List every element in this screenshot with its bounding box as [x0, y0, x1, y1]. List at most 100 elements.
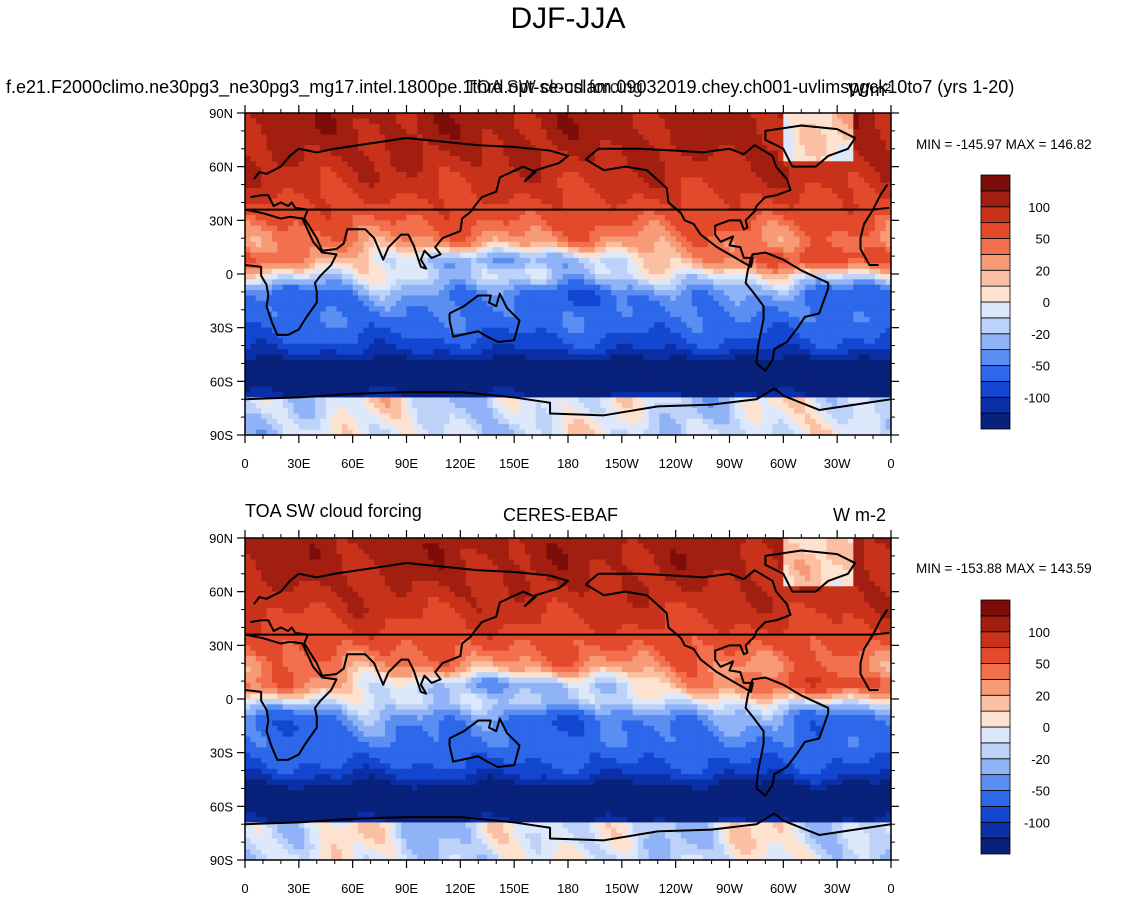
field-cell: [810, 182, 817, 189]
field-cell: [659, 327, 666, 334]
field-cell: [363, 290, 370, 297]
field-cell: [562, 279, 569, 286]
field-cell: [557, 263, 564, 270]
top-units: W/m²: [848, 80, 891, 100]
field-cell: [702, 231, 709, 238]
field-cell: [729, 177, 736, 184]
field-cell: [826, 209, 833, 216]
field-cell: [519, 257, 526, 264]
field-cell: [498, 220, 504, 227]
field-cell: [255, 306, 262, 313]
field-cell: [492, 268, 499, 275]
field-cell: [471, 257, 478, 264]
field-cell: [605, 214, 612, 221]
field-cell: [309, 198, 316, 205]
field-cell: [551, 220, 558, 227]
field-cell: [245, 182, 251, 189]
field-cell: [826, 198, 833, 205]
field-cell: [390, 274, 397, 280]
field-cell: [853, 236, 860, 243]
field-cell: [600, 177, 607, 184]
field-cell: [347, 209, 354, 216]
field-cell: [401, 139, 408, 146]
field-cell: [788, 263, 795, 270]
field-cell: [659, 220, 666, 227]
field-cell: [487, 161, 494, 168]
field-cell: [508, 139, 515, 146]
field-cell: [492, 113, 499, 119]
field-cell: [724, 263, 731, 270]
field-cell: [815, 311, 822, 318]
field-cell: [320, 182, 327, 189]
field-cell: [821, 161, 827, 168]
field-cell: [449, 225, 456, 232]
field-cell: [535, 155, 542, 162]
field-cell: [557, 247, 564, 254]
field-cell: [368, 257, 375, 264]
field-cell: [675, 279, 682, 286]
field-cell: [627, 214, 634, 221]
field-cell: [541, 188, 548, 195]
field-cell: [718, 161, 725, 168]
field-cell: [847, 290, 854, 297]
field-cell: [772, 118, 779, 125]
field-cell: [487, 268, 494, 275]
field-cell: [277, 268, 284, 275]
field-cell: [745, 172, 752, 178]
field-cell: [487, 241, 494, 248]
field-cell: [810, 236, 817, 243]
field-cell: [530, 166, 537, 173]
field-cell: [864, 145, 871, 152]
field-cell: [740, 139, 747, 146]
field-cell: [395, 225, 402, 232]
field-cell: [444, 166, 451, 173]
field-cell: [675, 257, 682, 264]
field-cell: [675, 252, 682, 259]
field-cell: [627, 225, 634, 232]
field-cell: [530, 155, 537, 162]
field-cell: [584, 123, 591, 130]
field-cell: [557, 129, 564, 136]
field-cell: [336, 188, 343, 195]
field-cell: [562, 182, 569, 189]
field-cell: [390, 327, 397, 334]
field-cell: [611, 177, 618, 184]
field-cell: [454, 322, 461, 329]
field-cell: [842, 214, 849, 221]
field-cell: [777, 279, 784, 286]
field-cell: [304, 252, 311, 259]
field-cell: [783, 193, 790, 200]
field-cell: [449, 295, 456, 302]
field-cell: [842, 198, 849, 205]
field-cell: [277, 241, 284, 248]
field-cell: [498, 252, 504, 259]
field-cell: [508, 279, 515, 286]
field-cell: [568, 333, 574, 339]
field-cell: [799, 306, 806, 313]
field-cell: [309, 322, 316, 329]
field-cell: [454, 300, 461, 307]
field-cell: [293, 231, 300, 238]
field-cell: [352, 236, 359, 243]
field-cell: [621, 252, 628, 259]
field-cell: [783, 311, 790, 318]
field-cell: [498, 236, 504, 243]
field-cell: [885, 247, 891, 254]
field-cell: [611, 311, 618, 318]
field-cell: [417, 257, 424, 264]
field-cell: [600, 322, 607, 329]
field-cell: [788, 252, 795, 259]
field-cell: [298, 172, 305, 178]
field-cell: [395, 311, 402, 318]
field-cell: [471, 155, 478, 162]
field-cell: [637, 204, 644, 211]
field-cell: [821, 209, 827, 216]
field-cell: [422, 177, 429, 184]
field-cell: [853, 327, 860, 334]
field-cell: [325, 236, 332, 243]
field-cell: [783, 172, 790, 178]
field-cell: [675, 263, 682, 270]
field-cell: [697, 316, 704, 323]
field-cell: [632, 257, 639, 264]
field-cell: [363, 134, 370, 141]
